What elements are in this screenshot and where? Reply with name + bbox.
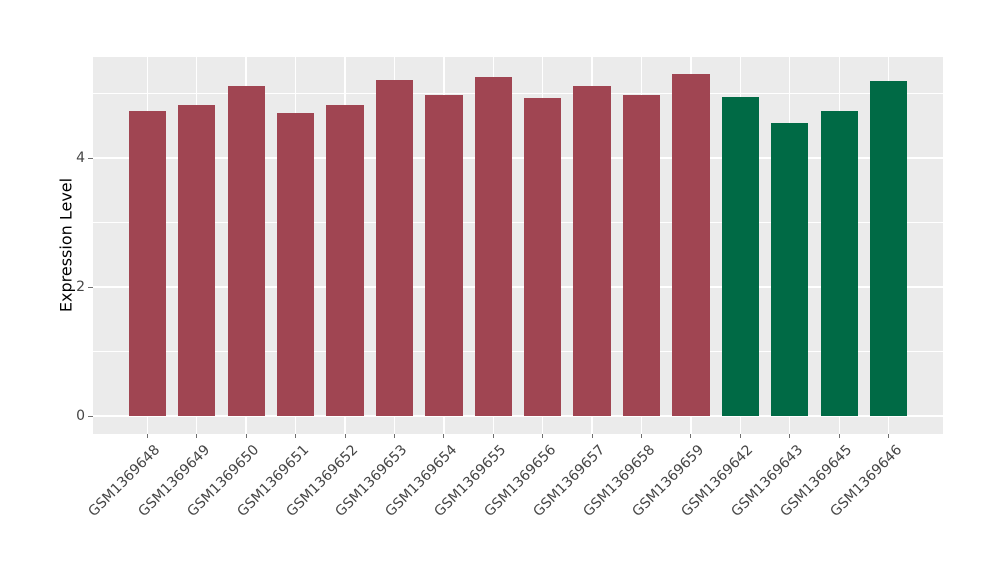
- x-tick-mark: [344, 433, 346, 438]
- x-tick-mark: [196, 433, 198, 438]
- y-tick-mark: [87, 286, 93, 288]
- x-tick-mark: [295, 433, 297, 438]
- bar-GSM1369642: [721, 97, 760, 416]
- y-minor-gridline: [93, 93, 943, 94]
- x-tick-mark: [245, 433, 247, 438]
- y-tick-label: 4: [76, 150, 85, 166]
- y-tick-label: 2: [76, 279, 85, 295]
- bar-GSM1369648: [128, 110, 166, 416]
- y-minor-gridline: [93, 351, 943, 352]
- bar-GSM1369658: [622, 94, 661, 416]
- bar-GSM1369655: [474, 77, 512, 416]
- x-tick-mark: [393, 433, 395, 438]
- bar-GSM1369649: [178, 105, 216, 416]
- bar-GSM1369645: [820, 110, 858, 416]
- bar-GSM1369653: [375, 79, 414, 416]
- x-tick-mark: [492, 433, 494, 438]
- x-tick-mark: [789, 433, 791, 438]
- x-tick-mark: [838, 433, 840, 438]
- x-tick-mark: [443, 433, 445, 438]
- bar-GSM1369652: [326, 105, 364, 416]
- y-major-gridline: [93, 415, 943, 417]
- bar-GSM1369643: [771, 122, 809, 416]
- y-tick-label: 0: [76, 408, 85, 424]
- x-tick-mark: [542, 433, 544, 438]
- plot-panel: [93, 57, 943, 434]
- y-major-gridline: [93, 286, 943, 288]
- bar-GSM1369646: [869, 80, 908, 416]
- x-tick-mark: [690, 433, 692, 438]
- x-tick-mark: [888, 433, 890, 438]
- x-tick-mark: [591, 433, 593, 438]
- y-minor-gridline: [93, 222, 943, 223]
- bar-GSM1369659: [672, 74, 710, 416]
- y-tick-mark: [87, 415, 93, 417]
- bar-GSM1369654: [425, 94, 463, 416]
- x-tick-mark: [641, 433, 643, 438]
- bar-GSM1369656: [524, 98, 562, 416]
- bar-GSM1369651: [276, 112, 315, 416]
- y-major-gridline: [93, 157, 943, 159]
- x-tick-mark: [146, 433, 148, 438]
- bar-GSM1369657: [573, 86, 611, 416]
- y-tick-mark: [87, 157, 93, 159]
- x-tick-mark: [739, 433, 741, 438]
- bar-GSM1369650: [227, 85, 265, 416]
